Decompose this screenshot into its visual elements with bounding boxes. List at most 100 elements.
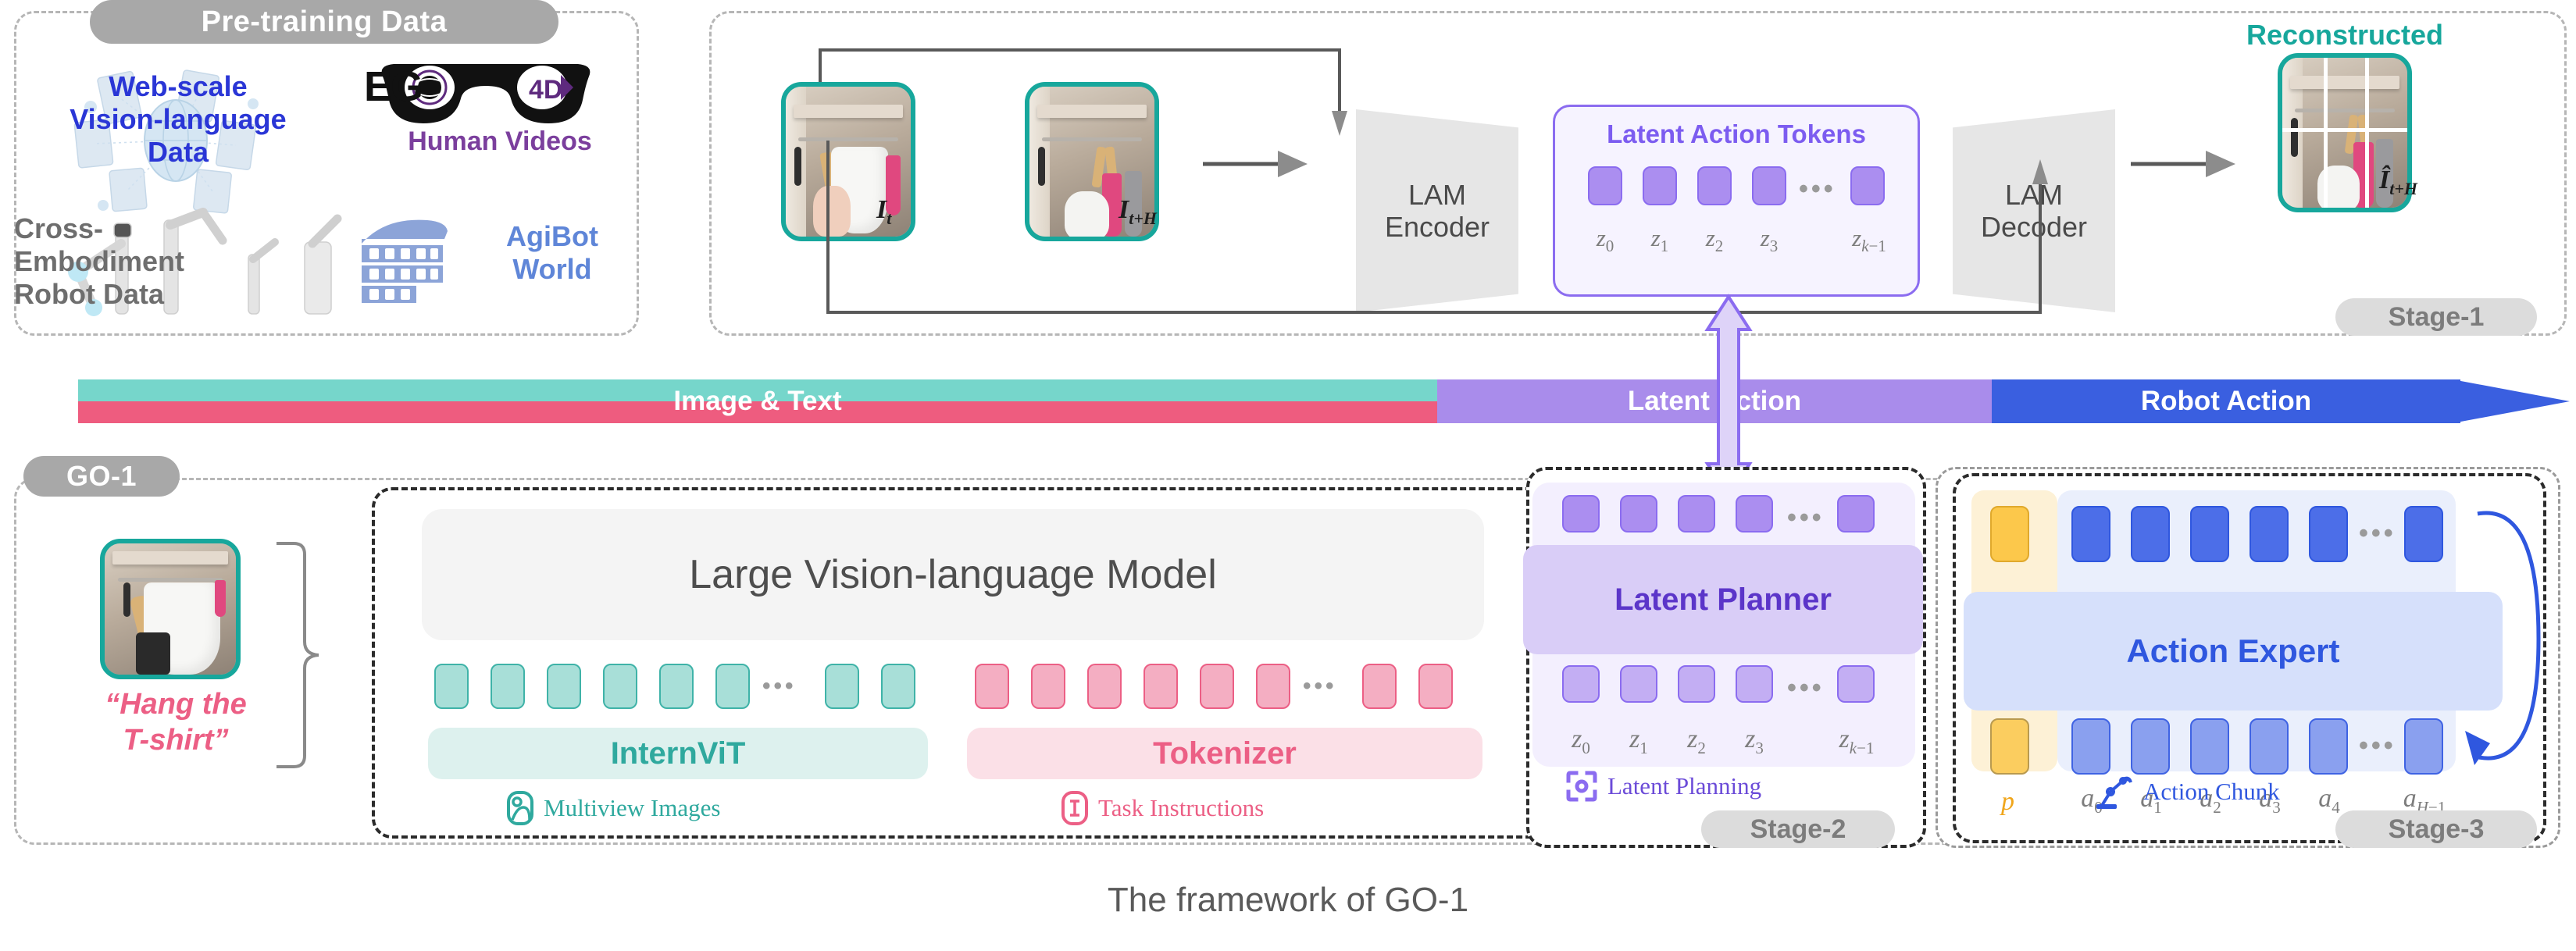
reconstructed-thumbnail	[2278, 53, 2412, 212]
stage3-token-label-a2: a2	[2200, 784, 2221, 817]
text-token-4	[1200, 664, 1234, 709]
action-expert-recurrence-arrow	[2465, 511, 2541, 765]
stage3-output-token-0	[2071, 718, 2110, 775]
text-token-6	[1362, 664, 1397, 709]
image-icon	[507, 791, 533, 825]
instruction-line1: “Hang the	[105, 688, 247, 721]
latent-action-tokens-box: Latent Action Tokens ••• z0 z1 z2 z3 zk−…	[1553, 105, 1920, 297]
closet-shelf	[112, 551, 228, 565]
closet-rod	[798, 137, 898, 142]
stage2-output-token-0	[1562, 665, 1600, 703]
action-chunk-label: Action Chunk	[2143, 778, 2280, 805]
text-tokens-ellipsis: •••	[1303, 673, 1337, 699]
vision-tokens-ellipsis: •••	[762, 673, 797, 699]
latent-token-label-z3: z3	[1760, 224, 1779, 256]
stage-bar-label-image-text: Image & Text	[673, 386, 842, 416]
stage2-token-label-z1: z1	[1629, 725, 1648, 757]
latent-planning-label: Latent Planning	[1607, 772, 1762, 800]
stage2-input-ellipsis: •••	[1787, 503, 1825, 532]
lam-decoder-label: LAM Decoder	[1981, 179, 2087, 244]
go1-badge: GO-1	[23, 456, 180, 497]
frame-ith-thumbnail	[1025, 82, 1159, 241]
stage2-output-token-2	[1678, 665, 1715, 703]
stage2-input-token-2	[1678, 495, 1715, 532]
pink-garment	[886, 155, 901, 216]
vision-token-6	[825, 664, 859, 709]
latent-token-label-zk: zk−1	[1852, 224, 1886, 256]
reconstructed-title: Reconstructed	[2246, 19, 2444, 51]
closet-shelf	[2289, 76, 2400, 90]
grid-line-v2	[2364, 58, 2369, 208]
text-token-3	[1144, 664, 1178, 709]
latent-token-label-z2: z2	[1705, 224, 1724, 256]
lam-encoder-block: LAM Encoder	[1356, 109, 1518, 312]
latent-token-z0	[1588, 166, 1622, 205]
lam-encoder-label: LAM Encoder	[1385, 179, 1490, 244]
instruction-line2: T-shirt”	[123, 723, 229, 757]
stage2-token-label-z0: z0	[1572, 725, 1590, 757]
vision-token-2	[547, 664, 581, 709]
stage3-input-token-1	[2131, 506, 2170, 562]
latent-token-label-z1: z1	[1650, 224, 1669, 256]
stage-bar-segment-robot-action: Robot Action	[1992, 379, 2460, 423]
stage3-token-label-a4: a4	[2318, 784, 2340, 817]
stage3-output-token-4	[2309, 718, 2348, 775]
task-instructions-label: Task Instructions	[1098, 794, 1265, 821]
closet-handle	[794, 146, 802, 186]
stage-bar-segment-latent-action: Latent Action	[1437, 379, 1992, 423]
pink-garment	[215, 580, 226, 618]
vision-token-7	[881, 664, 915, 709]
closet-rod	[2295, 109, 2395, 113]
human-hand	[813, 185, 851, 237]
go1-input-thumbnail	[100, 539, 241, 679]
stage2-token-label-zk: zk−1	[1839, 725, 1875, 757]
stage2-input-token-3	[1736, 495, 1773, 532]
multiview-images-label: Multiview Images	[544, 794, 721, 821]
lam-encoder-line1: LAM	[1408, 178, 1467, 211]
gray-garment	[2376, 138, 2394, 208]
latent-token-z2	[1697, 166, 1732, 205]
multiview-images-caption: Multiview Images	[506, 790, 720, 826]
stage3-input-token-5	[2404, 506, 2443, 562]
lam-decoder-block: LAM Decoder	[1953, 109, 2115, 312]
closet-shelf	[1036, 105, 1147, 119]
latent-token-zk	[1850, 166, 1885, 205]
stage-bar-arrowhead	[2453, 379, 2570, 423]
pretraining-agibot-world-label: AgiBot World	[506, 220, 598, 285]
grid-line-v1	[2323, 58, 2328, 208]
vision-token-4	[659, 664, 694, 709]
stage2-input-token-4	[1837, 495, 1875, 532]
text-icon	[1061, 791, 1088, 825]
vision-token-0	[434, 664, 469, 709]
stage2-token-label-z3: z3	[1745, 725, 1764, 757]
reconstructed-subscript: t+H	[2389, 178, 2417, 198]
frame-ith-label: It+H	[1119, 195, 1157, 229]
internvit-box: InternViT	[428, 728, 928, 779]
closet-handle	[123, 582, 130, 618]
stage2-output-token-3	[1736, 665, 1773, 703]
stage3-output-token-2	[2190, 718, 2229, 775]
robot-arms-graphic	[68, 208, 342, 316]
frame-it-symbol: I	[876, 195, 887, 224]
stage3-token-label-a1: a1	[2140, 784, 2162, 817]
stage3-output-token-3	[2250, 718, 2289, 775]
pretraining-human-videos-label: Human Videos	[408, 126, 592, 156]
pretraining-data-title: Pre-training Data	[90, 0, 558, 44]
ego4d-wordmark: EG	[364, 62, 423, 111]
pretraining-web-scale-label: Web-scale Vision-language Data	[61, 70, 295, 168]
black-bag	[136, 632, 170, 675]
stage2-output-ellipsis: •••	[1787, 673, 1825, 703]
closet-rod	[117, 577, 223, 582]
grid-line-h1	[2282, 128, 2407, 133]
tokenizer-box: Tokenizer	[967, 728, 1482, 779]
closet-rod	[1042, 137, 1142, 142]
frame-it-thumbnail	[781, 82, 915, 241]
lvlm-box: Large Vision-language Model	[422, 509, 1484, 640]
lam-encoder-line2: Encoder	[1384, 211, 1490, 243]
latent-action-tokens-title: Latent Action Tokens	[1607, 119, 1866, 148]
stage2-output-token-1	[1620, 665, 1657, 703]
figure-caption: The framework of GO-1	[1107, 881, 1469, 919]
latent-tokens-ellipsis: •••	[1799, 174, 1836, 204]
robot-arm-icon	[2096, 776, 2132, 809]
action-chunk-caption: Action Chunk	[2093, 771, 2280, 812]
